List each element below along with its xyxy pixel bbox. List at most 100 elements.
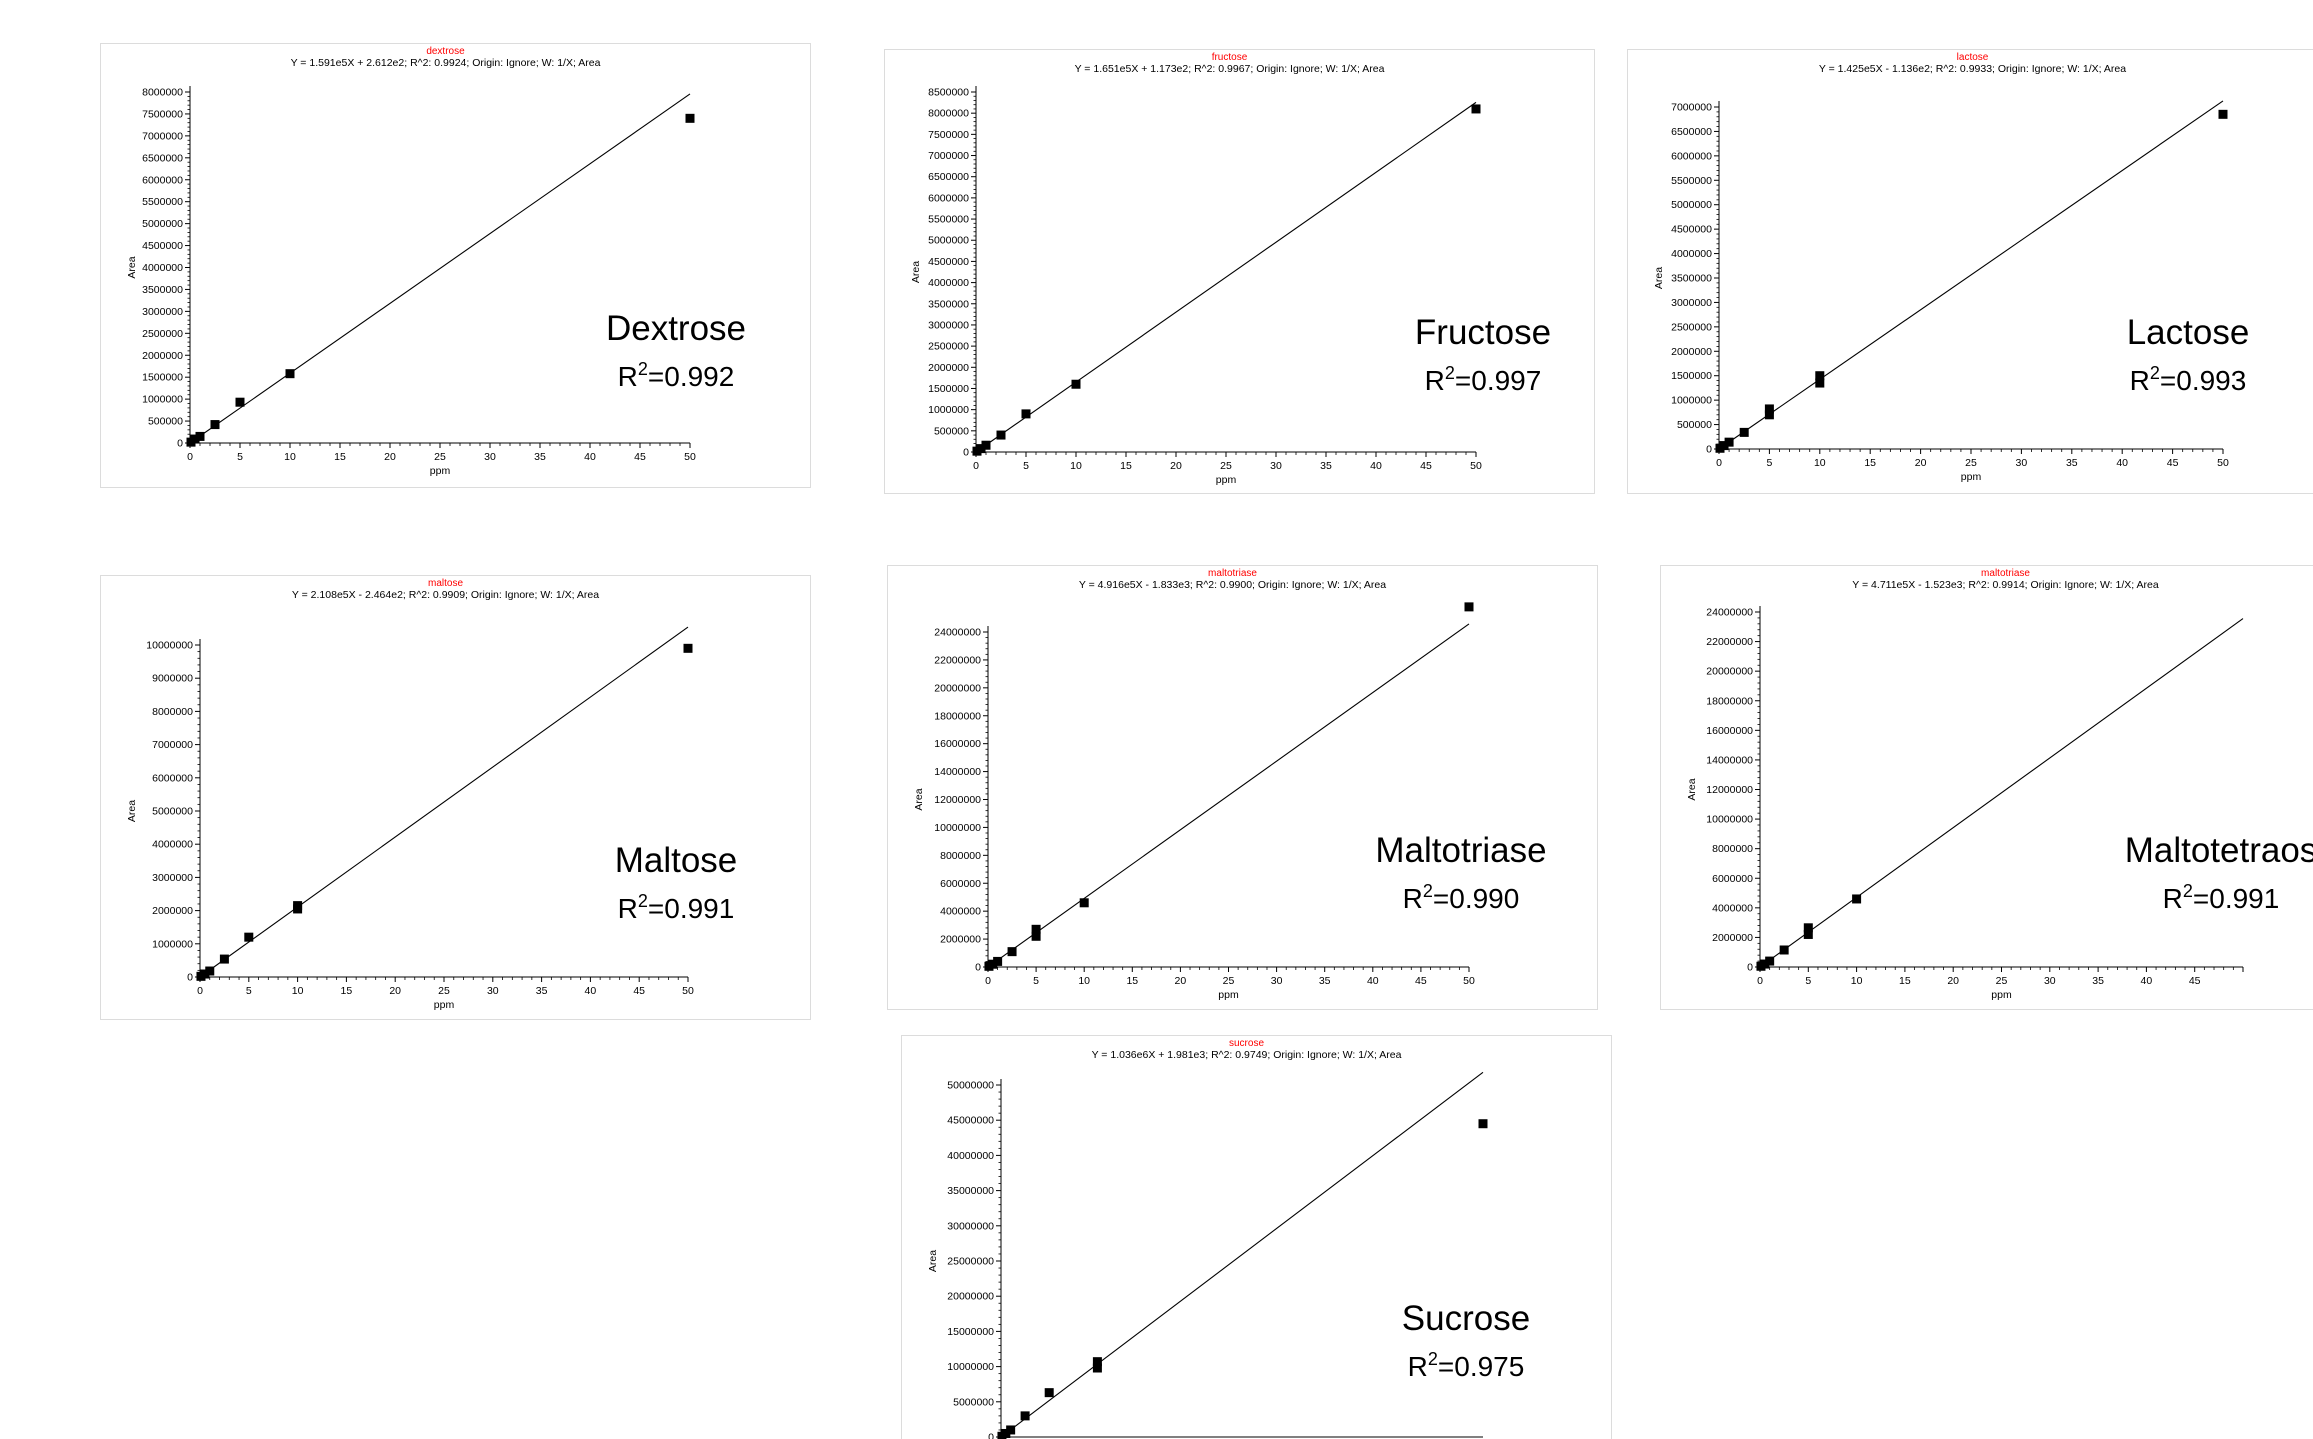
chart-equation: Y = 1.651e5X + 1.173e2; R^2: 0.9967; Ori… — [1075, 63, 1385, 75]
y-axis-label: Area — [126, 256, 138, 278]
y-tick-label: 0 — [988, 1432, 994, 1439]
x-tick-label: 10 — [1851, 975, 1863, 987]
data-point — [1764, 404, 1774, 414]
data-point — [1815, 378, 1825, 388]
x-tick-label: 40 — [585, 985, 597, 997]
y-tick-label: 5000000 — [953, 1396, 994, 1408]
x-tick-label: 35 — [1320, 460, 1332, 472]
y-tick-label: 500000 — [1677, 419, 1712, 431]
data-point — [1020, 1411, 1030, 1421]
y-tick-label: 30000000 — [947, 1220, 994, 1232]
chart-title: maltotriase — [1208, 568, 1257, 579]
y-tick-label: 20000000 — [947, 1291, 994, 1303]
data-point — [1724, 437, 1734, 447]
chart-panel-fructose: fructose Y = 1.651e5X + 1.173e2; R^2: 0.9… — [884, 49, 1595, 494]
y-tick-label: 40000000 — [947, 1150, 994, 1162]
y-tick-label: 2500000 — [928, 341, 969, 353]
r-squared-superscript: 2 — [2150, 363, 2160, 383]
x-tick-label: 20 — [1175, 975, 1187, 987]
x-tick-label: 20 — [389, 985, 401, 997]
x-tick-label: 10 — [292, 985, 304, 997]
compound-name: Sucrose — [1402, 1299, 1530, 1338]
y-tick-label: 25000000 — [947, 1256, 994, 1268]
y-tick-label: 18000000 — [934, 710, 981, 722]
chart-title: maltose — [428, 578, 463, 589]
x-tick-label: 50 — [684, 451, 696, 463]
x-axis-label: ppm — [1218, 989, 1239, 1001]
x-axis-label: ppm — [1991, 989, 2012, 1001]
r-squared-value: =0.990 — [1433, 883, 1519, 914]
y-tick-label: 5500000 — [928, 214, 969, 226]
x-tick-label: 10 — [1070, 460, 1082, 472]
y-tick-label: 10000000 — [934, 822, 981, 834]
r-squared-label: R2=0.991 — [2163, 881, 2280, 914]
data-point — [190, 434, 200, 444]
data-point — [1760, 959, 1770, 969]
y-tick-label: 24000000 — [1706, 607, 1753, 619]
x-tick-label: 0 — [973, 460, 979, 472]
regression-line — [1000, 1071, 1484, 1438]
data-point — [1031, 924, 1041, 934]
data-point — [976, 444, 986, 454]
y-tick-label: 2000000 — [1712, 932, 1753, 944]
r-squared-value: =0.991 — [648, 893, 734, 924]
y-tick-label: 4500000 — [1671, 224, 1712, 236]
y-tick-label: 3500000 — [1671, 273, 1712, 285]
r-squared-value: =0.991 — [2193, 883, 2279, 914]
compound-name: Dextrose — [606, 309, 746, 348]
x-tick-label: 50 — [1463, 975, 1475, 987]
y-tick-label: 6000000 — [152, 772, 193, 784]
r-squared-prefix: R — [1403, 883, 1423, 914]
y-tick-label: 4000000 — [1671, 248, 1712, 260]
r-squared-prefix: R — [2130, 365, 2150, 396]
data-point — [683, 643, 693, 653]
x-tick-label: 35 — [536, 985, 548, 997]
data-point — [1031, 931, 1041, 941]
y-tick-label: 5000000 — [1671, 199, 1712, 211]
y-tick-label: 8000000 — [1712, 843, 1753, 855]
x-tick-label: 30 — [1271, 975, 1283, 987]
x-tick-label: 15 — [1120, 460, 1132, 472]
x-tick-label: 50 — [1470, 460, 1482, 472]
data-point — [1803, 929, 1813, 939]
r-squared-superscript: 2 — [1445, 363, 1455, 383]
y-tick-label: 7000000 — [152, 739, 193, 751]
y-tick-label: 45000000 — [947, 1115, 994, 1127]
y-tick-label: 15000000 — [947, 1326, 994, 1338]
data-point — [1471, 104, 1481, 114]
x-tick-label: 45 — [633, 985, 645, 997]
chart-equation: Y = 2.108e5X - 2.464e2; R^2: 0.9909; Ori… — [292, 589, 599, 601]
x-axis-label: ppm — [430, 465, 451, 477]
r-squared-label: R2=0.975 — [1408, 1349, 1525, 1382]
x-tick-label: 45 — [634, 451, 646, 463]
y-tick-label: 7500000 — [928, 129, 969, 141]
y-tick-label: 7000000 — [142, 130, 183, 142]
x-tick-label: 0 — [1716, 457, 1722, 469]
compound-name: Maltotetraos — [2125, 831, 2313, 870]
y-tick-label: 10000000 — [947, 1361, 994, 1373]
y-axis-label: Area — [1653, 267, 1665, 289]
data-point — [1779, 945, 1789, 955]
y-tick-label: 4000000 — [928, 277, 969, 289]
r-squared-prefix: R — [2163, 883, 2183, 914]
y-tick-label: 5000000 — [142, 218, 183, 230]
x-tick-label: 30 — [2016, 457, 2028, 469]
x-tick-label: 25 — [1220, 460, 1232, 472]
x-tick-label: 25 — [1996, 975, 2008, 987]
data-point — [210, 420, 220, 430]
y-tick-label: 16000000 — [1706, 725, 1753, 737]
x-tick-label: 20 — [1915, 457, 1927, 469]
data-point — [2218, 109, 2228, 119]
data-point — [1478, 1119, 1488, 1129]
y-tick-label: 2500000 — [142, 328, 183, 340]
y-tick-label: 22000000 — [1706, 636, 1753, 648]
y-tick-label: 6000000 — [142, 174, 183, 186]
y-tick-label: 0 — [975, 962, 981, 974]
x-tick-label: 45 — [2189, 975, 2201, 987]
x-tick-label: 15 — [1864, 457, 1876, 469]
y-tick-label: 20000000 — [934, 682, 981, 694]
x-tick-label: 10 — [1814, 457, 1826, 469]
